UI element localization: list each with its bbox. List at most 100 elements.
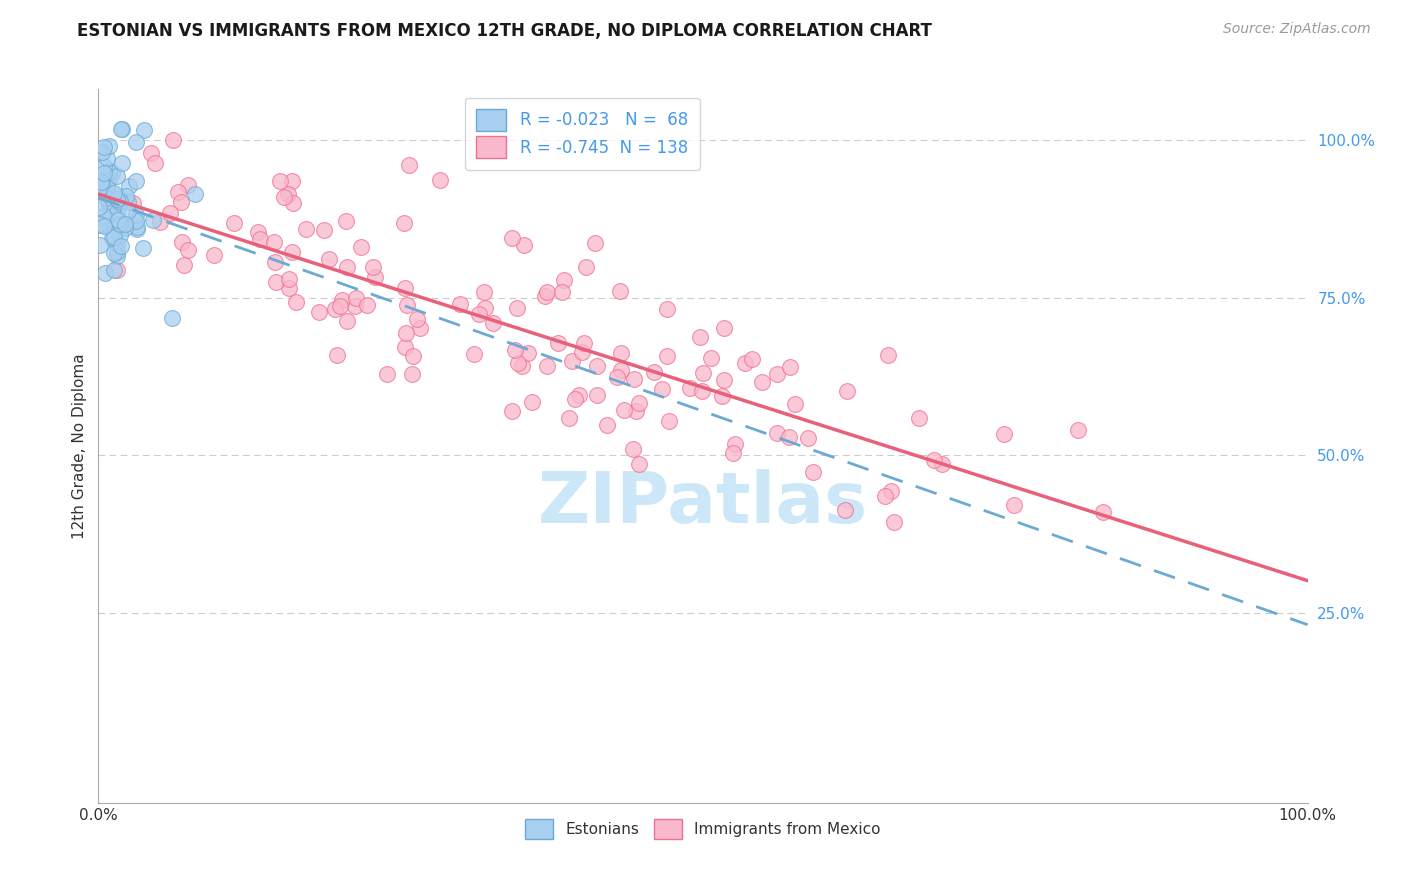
Point [263, 255, 285, 269]
Point [482, 316, 505, 330]
Point [336, 260, 359, 274]
Point [628, 457, 651, 471]
Point [536, 359, 558, 374]
Point [105, 189, 128, 203]
Point [108, 194, 131, 208]
Point [263, 235, 285, 250]
Point [110, 122, 132, 136]
Point [103, 245, 125, 260]
Point [98, 138, 121, 153]
Point [335, 213, 357, 227]
Point [96, 180, 118, 194]
Point [160, 311, 183, 326]
Point [472, 285, 495, 300]
Point [246, 226, 269, 240]
Point [401, 367, 423, 381]
Point [127, 219, 149, 234]
Point [402, 349, 425, 363]
Point [734, 356, 756, 370]
Point [586, 388, 609, 402]
Point [318, 252, 340, 267]
Point [834, 503, 856, 517]
Point [375, 368, 398, 382]
Point [395, 326, 418, 340]
Point [105, 263, 128, 277]
Point [583, 236, 606, 251]
Point [125, 213, 148, 227]
Point [713, 320, 735, 334]
Point [110, 239, 132, 253]
Point [98, 171, 121, 186]
Point [609, 284, 631, 298]
Point [993, 427, 1015, 442]
Point [110, 220, 132, 235]
Point [96, 218, 118, 232]
Point [142, 213, 165, 227]
Point [89, 238, 111, 252]
Point [111, 155, 134, 169]
Point [90, 218, 112, 232]
Point [98, 211, 121, 226]
Point [105, 245, 128, 260]
Point [111, 122, 134, 136]
Point [344, 291, 367, 305]
Point [117, 203, 139, 218]
Point [574, 260, 596, 274]
Point [837, 384, 859, 399]
Point [398, 158, 420, 172]
Point [89, 217, 111, 231]
Point [474, 301, 496, 315]
Point [273, 189, 295, 203]
Point [93, 209, 115, 223]
Point [336, 314, 359, 328]
Point [574, 335, 596, 350]
Point [118, 178, 141, 193]
Point [98, 199, 121, 213]
Point [110, 228, 132, 243]
Point [343, 299, 366, 313]
Legend: Estonians, Immigrants from Mexico: Estonians, Immigrants from Mexico [519, 814, 887, 845]
Point [103, 186, 125, 200]
Point [655, 349, 678, 363]
Point [139, 146, 162, 161]
Point [132, 122, 155, 136]
Point [91, 145, 114, 159]
Point [94, 191, 117, 205]
Point [177, 178, 200, 193]
Point [613, 402, 636, 417]
Point [394, 281, 416, 295]
Point [658, 414, 681, 428]
Point [281, 196, 304, 211]
Point [463, 347, 485, 361]
Point [395, 298, 418, 312]
Point [392, 215, 415, 229]
Point [516, 345, 538, 359]
Point [94, 187, 117, 202]
Point [931, 458, 953, 472]
Point [103, 263, 125, 277]
Point [330, 293, 353, 307]
Point [89, 200, 111, 214]
Point [117, 194, 139, 209]
Point [586, 359, 609, 373]
Point [551, 285, 574, 300]
Point [553, 273, 575, 287]
Point [449, 297, 471, 311]
Point [173, 258, 195, 272]
Point [741, 351, 763, 366]
Point [224, 217, 246, 231]
Point [922, 452, 945, 467]
Point [170, 194, 193, 209]
Point [202, 248, 225, 262]
Point [364, 270, 387, 285]
Point [295, 221, 318, 235]
Point [312, 223, 335, 237]
Point [568, 388, 591, 402]
Point [100, 197, 122, 211]
Point [93, 159, 115, 173]
Point [609, 363, 631, 377]
Point [107, 213, 129, 227]
Point [281, 244, 304, 259]
Point [94, 266, 117, 280]
Point [114, 220, 136, 235]
